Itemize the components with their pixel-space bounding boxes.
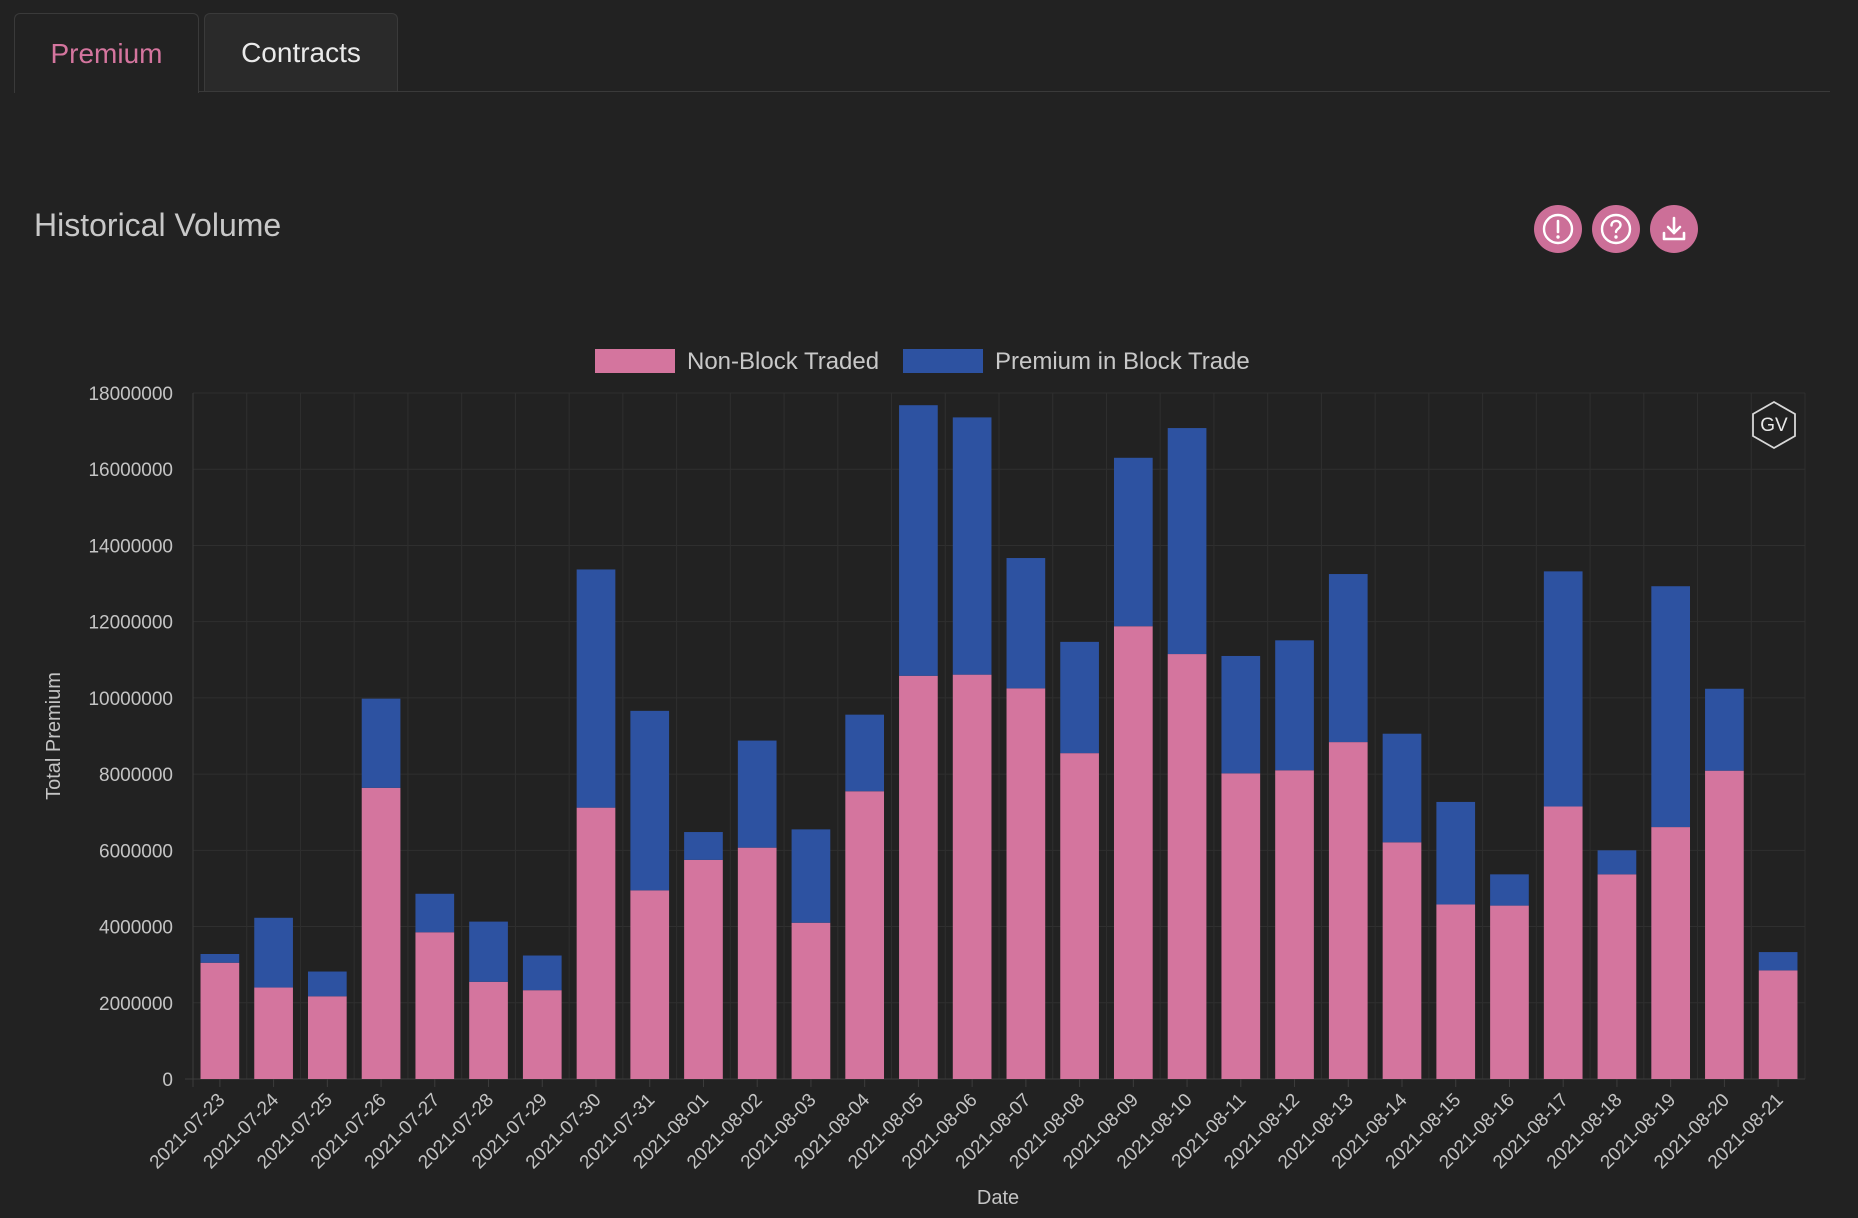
- bar-non-block[interactable]: [1167, 654, 1207, 1079]
- bar-non-block[interactable]: [1543, 806, 1583, 1079]
- tab-bar: Premium Contracts: [14, 13, 1830, 93]
- bar-block-trade[interactable]: [522, 955, 562, 991]
- y-tick-label: 8000000: [99, 765, 173, 786]
- bar-non-block[interactable]: [952, 674, 992, 1079]
- bar-block-trade[interactable]: [1167, 428, 1207, 655]
- hexagon-logo-icon: [1752, 400, 1796, 450]
- bar-block-trade[interactable]: [952, 417, 992, 675]
- bar-non-block[interactable]: [469, 981, 508, 1079]
- y-tick-label: 6000000: [99, 841, 173, 862]
- y-tick-label: 12000000: [88, 613, 173, 634]
- bar-non-block[interactable]: [1705, 770, 1744, 1079]
- bar-block-trade[interactable]: [415, 893, 455, 933]
- download-button[interactable]: [1650, 205, 1698, 253]
- chart-grid: [185, 392, 1806, 1087]
- bar-block-trade[interactable]: [200, 953, 240, 963]
- bar-non-block[interactable]: [1597, 874, 1637, 1079]
- tab-premium[interactable]: Premium: [14, 13, 199, 93]
- bar-block-trade[interactable]: [737, 740, 777, 848]
- bar-non-block[interactable]: [899, 675, 938, 1079]
- bar-block-trade[interactable]: [1382, 733, 1422, 843]
- legend-label-block-trade[interactable]: Premium in Block Trade: [995, 348, 1250, 375]
- bar-non-block[interactable]: [1060, 753, 1099, 1079]
- chart-bars: [200, 405, 1798, 1079]
- tab-contracts[interactable]: Contracts: [204, 13, 398, 91]
- bar-non-block[interactable]: [1436, 904, 1476, 1079]
- bar-block-trade[interactable]: [361, 698, 401, 788]
- bar-non-block[interactable]: [415, 932, 455, 1079]
- bar-block-trade[interactable]: [469, 921, 508, 982]
- bar-non-block[interactable]: [1221, 773, 1261, 1079]
- bar-non-block[interactable]: [791, 922, 831, 1079]
- bar-block-trade[interactable]: [684, 832, 723, 860]
- bar-block-trade[interactable]: [791, 829, 831, 923]
- bar-block-trade[interactable]: [1221, 655, 1261, 774]
- bar-non-block[interactable]: [1275, 770, 1314, 1079]
- bar-non-block[interactable]: [630, 890, 670, 1079]
- tab-bar-divider: [14, 91, 1830, 92]
- bar-non-block[interactable]: [845, 791, 885, 1079]
- y-tick-label: 16000000: [88, 460, 173, 481]
- legend-swatch-non-block[interactable]: [595, 349, 675, 373]
- legend-swatch-block-trade[interactable]: [903, 349, 983, 373]
- bar-non-block[interactable]: [684, 859, 723, 1079]
- bar-block-trade[interactable]: [1651, 586, 1691, 828]
- bar-block-trade[interactable]: [1113, 457, 1153, 627]
- page-title: Historical Volume: [34, 207, 282, 243]
- x-axis-ticks: 2021-07-232021-07-242021-07-252021-07-26…: [146, 1079, 1788, 1173]
- bar-non-block[interactable]: [1758, 970, 1798, 1079]
- bar-block-trade[interactable]: [1006, 558, 1046, 689]
- bar-block-trade[interactable]: [1758, 952, 1798, 971]
- question-circle-icon: [1600, 213, 1632, 245]
- bar-block-trade[interactable]: [1543, 571, 1583, 807]
- bar-block-trade[interactable]: [1490, 874, 1529, 906]
- y-tick-label: 2000000: [99, 994, 173, 1015]
- bar-non-block[interactable]: [522, 990, 562, 1079]
- bar-block-trade[interactable]: [899, 405, 938, 676]
- help-button[interactable]: [1592, 205, 1640, 253]
- chart-legend: Non-Block Traded Premium in Block Trade: [595, 348, 1250, 375]
- y-axis-ticks: 0 2000000 4000000 6000000 8000000 10000000 120…: [88, 384, 173, 1091]
- bar-non-block[interactable]: [1113, 626, 1153, 1079]
- bar-block-trade[interactable]: [1705, 688, 1744, 771]
- y-axis-title: Total Premium: [43, 672, 65, 800]
- bar-non-block[interactable]: [737, 847, 777, 1079]
- x-axis-title: Date: [977, 1187, 1019, 1209]
- bar-block-trade[interactable]: [1275, 640, 1314, 771]
- bar-non-block[interactable]: [307, 996, 347, 1079]
- y-tick-label: 18000000: [88, 384, 173, 405]
- bar-non-block[interactable]: [1382, 842, 1422, 1079]
- info-button[interactable]: [1534, 205, 1582, 253]
- watermark-text: GV: [1760, 415, 1788, 436]
- y-tick-label: 4000000: [99, 918, 173, 939]
- bar-block-trade[interactable]: [307, 971, 347, 997]
- bar-non-block[interactable]: [1006, 688, 1046, 1079]
- bar-non-block[interactable]: [254, 987, 293, 1079]
- bar-non-block[interactable]: [1328, 742, 1368, 1079]
- bar-non-block[interactable]: [200, 962, 240, 1079]
- bar-block-trade[interactable]: [1328, 574, 1368, 743]
- bar-block-trade[interactable]: [845, 714, 885, 792]
- bar-block-trade[interactable]: [576, 569, 616, 808]
- exclamation-circle-icon: [1542, 213, 1574, 245]
- bar-block-trade[interactable]: [1436, 801, 1476, 905]
- y-tick-label: 0: [162, 1070, 173, 1091]
- download-icon: [1662, 216, 1686, 241]
- watermark-logo: GV: [1752, 400, 1796, 450]
- y-tick-label: 10000000: [88, 689, 173, 710]
- bar-block-trade[interactable]: [630, 710, 670, 891]
- bar-block-trade[interactable]: [1597, 850, 1637, 875]
- bar-non-block[interactable]: [1651, 827, 1691, 1079]
- y-tick-label: 14000000: [88, 536, 173, 557]
- bar-non-block[interactable]: [576, 807, 616, 1079]
- bar-block-trade[interactable]: [254, 917, 293, 988]
- bar-non-block[interactable]: [361, 787, 401, 1079]
- bar-block-trade[interactable]: [1060, 641, 1099, 754]
- bar-non-block[interactable]: [1490, 905, 1529, 1079]
- legend-label-non-block[interactable]: Non-Block Traded: [687, 348, 879, 375]
